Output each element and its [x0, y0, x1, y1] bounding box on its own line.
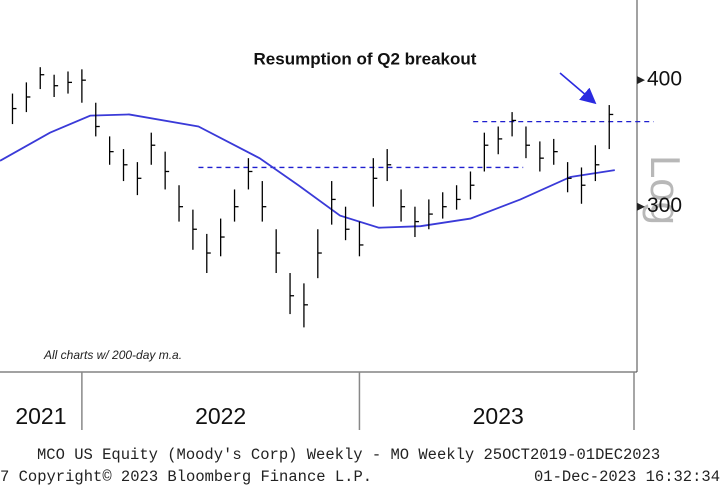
annotation-arrow [559, 72, 597, 105]
footer: MCO US Equity (Moody's Corp) Weekly - MO… [37, 446, 660, 464]
y-tick [637, 202, 645, 211]
scale-label: Log [642, 155, 689, 225]
y-tick-label: 400 [647, 68, 682, 91]
y-tick [637, 76, 645, 85]
moving-average [0, 113, 615, 229]
footer: 7 Copyright© 2023 Bloomberg Finance L.P. [0, 468, 372, 486]
y-tick-label: 300 [647, 194, 682, 217]
x-tick-label: 2021 [15, 403, 66, 429]
annotation: Resumption of Q2 breakout [254, 49, 477, 68]
note: All charts w/ 200-day m.a. [43, 348, 182, 362]
x-tick-label: 2023 [473, 403, 524, 429]
footer: 01-Dec-2023 16:32:34 [534, 468, 720, 486]
x-tick-label: 2022 [195, 403, 246, 429]
